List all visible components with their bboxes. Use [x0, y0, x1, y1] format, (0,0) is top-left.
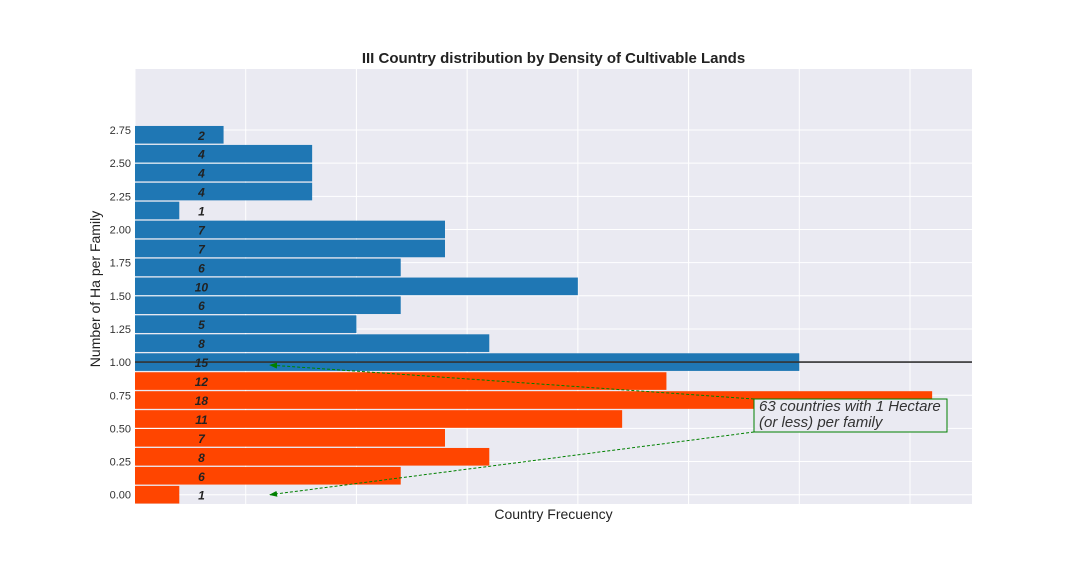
- y-axis-label: Number of Ha per Family: [87, 211, 103, 367]
- bar-value-label: 8: [198, 337, 205, 351]
- bar: [135, 466, 401, 485]
- y-tick-label: 2.00: [110, 224, 131, 236]
- bar-value-label: 4: [197, 186, 205, 200]
- y-tick-label: 1.50: [110, 291, 131, 303]
- bar: [135, 258, 401, 277]
- bar-value-label: 6: [198, 261, 205, 275]
- bar: [135, 125, 224, 144]
- bars: [135, 125, 933, 504]
- chart-title: III Country distribution by Density of C…: [362, 50, 745, 67]
- bar: [135, 372, 667, 390]
- bar: [135, 220, 445, 239]
- bar: [135, 334, 490, 352]
- bar-value-label: 6: [198, 470, 205, 484]
- y-tick-labels: 0.00 0.25 0.50 0.75 1.00 1.25 1.50 1.75 2.00 2.25…: [110, 125, 131, 502]
- y-tick-label: 1.25: [110, 324, 131, 336]
- bar: [135, 296, 401, 315]
- y-tick-label: 1.75: [110, 258, 131, 270]
- bar-value-label: 11: [195, 413, 208, 427]
- bar-value-label: 1: [198, 489, 205, 503]
- y-tick-label: 0.75: [110, 390, 131, 402]
- bar-value-label: 7: [198, 223, 206, 237]
- x-axis-label: Country Frecuency: [494, 506, 612, 522]
- annotation-text-line-2: (or less) per family: [759, 414, 884, 431]
- bar-value-label: 5: [198, 318, 205, 332]
- bar-value-label: 15: [195, 356, 209, 370]
- y-tick-label: 0.25: [110, 457, 131, 469]
- annotation-box: [753, 398, 948, 433]
- bar: [135, 163, 313, 182]
- annotation-arrow-lower: [269, 431, 755, 497]
- annotation-arrow-upper: [269, 362, 755, 400]
- bar-value-label: 7: [198, 242, 206, 256]
- annotation-text-line-1: 63 countries with 1 Hectare: [759, 398, 941, 415]
- bar-value-label: 4: [197, 167, 205, 181]
- bar: [135, 447, 490, 466]
- bar: [135, 391, 933, 409]
- y-tick-label: 0.50: [110, 423, 131, 435]
- bar-value-label: 10: [195, 280, 209, 294]
- bar-value-label: 4: [197, 148, 205, 162]
- bar-value-label: 18: [195, 394, 209, 408]
- annotation: 63 countries with 1 Hectare (or less) pe…: [269, 362, 948, 497]
- bar-value-label: 12: [195, 375, 209, 389]
- y-tick-label: 2.50: [110, 158, 131, 170]
- bar: [135, 410, 623, 428]
- bar-value-label: 2: [197, 129, 205, 143]
- bar-value-label: 8: [198, 451, 205, 465]
- bar: [135, 144, 313, 163]
- bar: [135, 182, 313, 201]
- bar-value-label: 1: [198, 205, 205, 219]
- y-tick-label: 0.00: [110, 490, 131, 502]
- bar: [135, 485, 180, 504]
- bar-value-label: 7: [198, 432, 206, 446]
- bar: [135, 239, 445, 258]
- y-tick-label: 1.00: [110, 357, 131, 369]
- bar-value-labels: 1 6 8 7 11 18 12 15 8 5 6 10 6 7 7 1 4 4 4 2: [195, 129, 209, 503]
- bar: [135, 201, 180, 220]
- bar: [135, 277, 578, 296]
- y-tick-label: 2.25: [110, 191, 131, 203]
- y-tick-label: 2.75: [110, 125, 131, 137]
- bar: [135, 315, 357, 333]
- bar: [135, 429, 445, 447]
- bar-value-label: 6: [198, 299, 205, 313]
